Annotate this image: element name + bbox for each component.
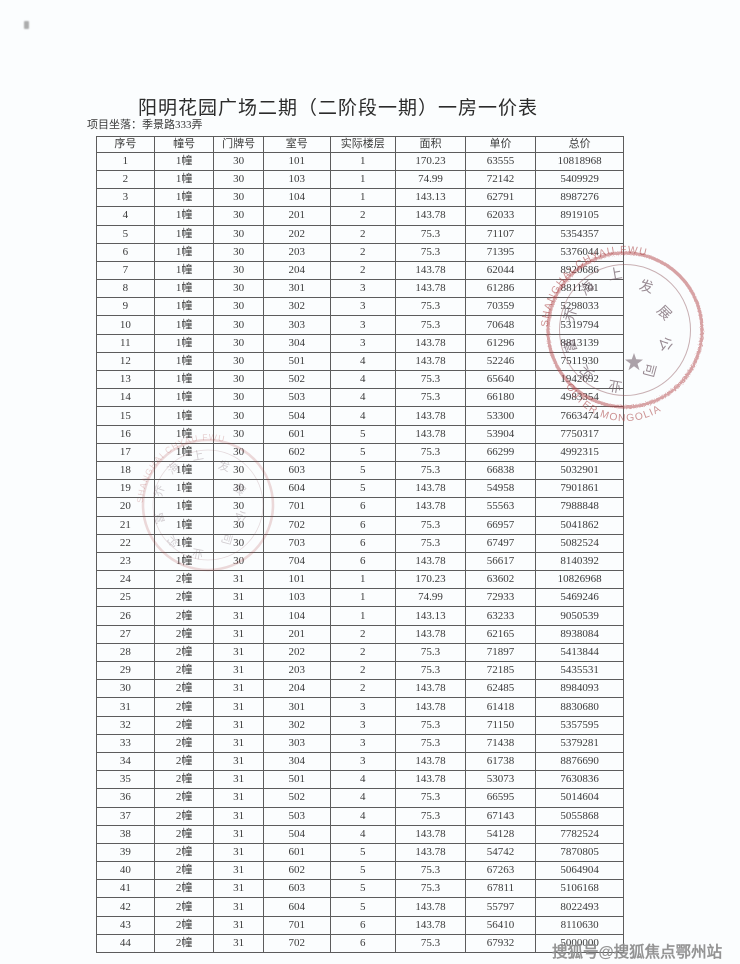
svg-text:司: 司 xyxy=(639,361,657,378)
svg-text:发: 发 xyxy=(637,278,655,297)
svg-text:公: 公 xyxy=(655,335,673,352)
svg-text:展: 展 xyxy=(653,303,674,324)
